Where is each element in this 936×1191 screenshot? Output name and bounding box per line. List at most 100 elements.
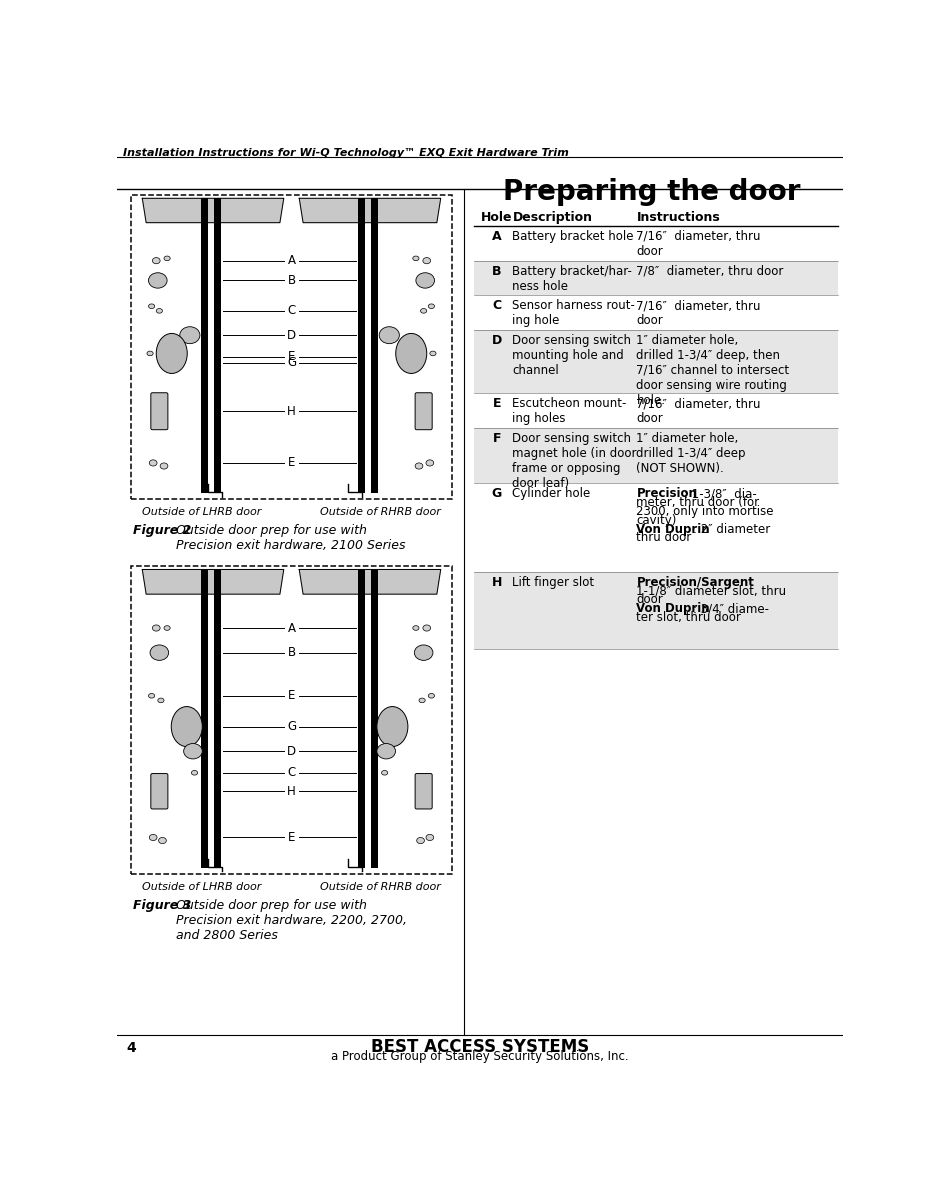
- Text: E: E: [287, 456, 295, 469]
- Polygon shape: [299, 569, 440, 594]
- Text: 4: 4: [126, 1041, 136, 1055]
- Ellipse shape: [148, 693, 154, 698]
- Ellipse shape: [153, 257, 160, 263]
- Text: ter slot, thru door: ter slot, thru door: [636, 611, 740, 624]
- Text: 7/16″  diameter, thru
door: 7/16″ diameter, thru door: [636, 230, 760, 258]
- Text: 7/16″  diameter, thru
door: 7/16″ diameter, thru door: [636, 299, 760, 328]
- Ellipse shape: [430, 351, 435, 356]
- Text: Door sensing switch
mounting hole and
channel: Door sensing switch mounting hole and ch…: [512, 333, 631, 376]
- Bar: [358, 199, 365, 493]
- Text: :: :: [727, 575, 731, 588]
- Text: E: E: [287, 831, 295, 844]
- Text: C: C: [287, 305, 296, 317]
- Text: D: D: [491, 333, 502, 347]
- Ellipse shape: [422, 257, 431, 263]
- Text: Sensor harness rout-
ing hole: Sensor harness rout- ing hole: [512, 299, 635, 328]
- Text: Battery bracket/har-
ness hole: Battery bracket/har- ness hole: [512, 264, 632, 293]
- Text: D: D: [286, 329, 296, 342]
- Text: 1-1/8″ diameter slot, thru: 1-1/8″ diameter slot, thru: [636, 585, 785, 598]
- Text: H: H: [286, 405, 296, 418]
- Ellipse shape: [157, 698, 164, 703]
- Text: A: A: [287, 622, 295, 635]
- Text: Outside of LHRB door: Outside of LHRB door: [142, 883, 261, 892]
- Text: Escutcheon mount-
ing holes: Escutcheon mount- ing holes: [512, 397, 626, 425]
- Ellipse shape: [180, 326, 199, 344]
- Text: thru door: thru door: [636, 531, 691, 544]
- Text: A: A: [287, 254, 295, 267]
- Text: Cylinder hole: Cylinder hole: [512, 487, 590, 500]
- Text: A: A: [491, 230, 501, 243]
- Ellipse shape: [160, 463, 168, 469]
- FancyBboxPatch shape: [415, 773, 431, 809]
- Text: H: H: [491, 575, 502, 588]
- Text: a Product Group of Stanley Security Solutions, Inc.: a Product Group of Stanley Security Solu…: [331, 1050, 628, 1064]
- Text: meter, thru door (for: meter, thru door (for: [636, 495, 759, 509]
- Text: B: B: [287, 647, 295, 659]
- Text: Outside of LHRB door: Outside of LHRB door: [142, 507, 261, 517]
- Ellipse shape: [164, 256, 170, 261]
- Ellipse shape: [148, 273, 167, 288]
- Bar: [473, 428, 837, 484]
- Ellipse shape: [381, 771, 388, 775]
- Text: C: C: [491, 299, 501, 312]
- Bar: [131, 567, 451, 874]
- FancyBboxPatch shape: [151, 393, 168, 430]
- Text: G: G: [491, 487, 502, 500]
- Text: Outside of RHRB door: Outside of RHRB door: [319, 883, 440, 892]
- Ellipse shape: [156, 333, 187, 374]
- Text: Figure 3: Figure 3: [133, 899, 191, 912]
- FancyBboxPatch shape: [415, 393, 431, 430]
- Text: D: D: [286, 744, 296, 757]
- Bar: [213, 199, 221, 493]
- Ellipse shape: [183, 743, 202, 759]
- Text: 7/16″  diameter, thru
door: 7/16″ diameter, thru door: [636, 397, 760, 425]
- Ellipse shape: [191, 771, 197, 775]
- FancyBboxPatch shape: [151, 773, 168, 809]
- Ellipse shape: [379, 326, 399, 344]
- Ellipse shape: [149, 835, 157, 841]
- Ellipse shape: [148, 304, 154, 308]
- Text: : 1-3/8″  dia-: : 1-3/8″ dia-: [683, 487, 755, 500]
- Polygon shape: [299, 199, 440, 223]
- Bar: [473, 572, 837, 649]
- Ellipse shape: [422, 625, 431, 631]
- Text: B: B: [287, 274, 295, 287]
- Text: : 3/4″ diame-: : 3/4″ diame-: [693, 603, 768, 616]
- Text: door: door: [636, 593, 663, 606]
- Ellipse shape: [418, 698, 425, 703]
- Ellipse shape: [416, 273, 434, 288]
- Text: Instructions: Instructions: [636, 211, 720, 224]
- Text: Figure 2: Figure 2: [133, 524, 191, 537]
- Bar: [358, 569, 365, 868]
- Bar: [473, 261, 837, 295]
- Ellipse shape: [376, 706, 407, 747]
- Ellipse shape: [149, 460, 157, 466]
- Text: 1″ diameter hole,
drilled 1-3/4″ deep
(NOT SHOWN).: 1″ diameter hole, drilled 1-3/4″ deep (N…: [636, 431, 745, 475]
- Ellipse shape: [415, 463, 422, 469]
- Ellipse shape: [426, 835, 433, 841]
- Ellipse shape: [417, 837, 424, 843]
- Bar: [131, 195, 451, 499]
- Ellipse shape: [428, 304, 434, 308]
- Text: E: E: [287, 690, 295, 703]
- Text: Precision: Precision: [636, 487, 696, 500]
- Text: 7/8″  diameter, thru door: 7/8″ diameter, thru door: [636, 264, 782, 278]
- Ellipse shape: [413, 625, 418, 630]
- Bar: [371, 569, 378, 868]
- Bar: [200, 569, 208, 868]
- Polygon shape: [142, 569, 284, 594]
- Ellipse shape: [158, 837, 167, 843]
- Text: 2300, only into mortise: 2300, only into mortise: [636, 505, 773, 518]
- Text: B: B: [491, 264, 501, 278]
- Ellipse shape: [428, 693, 434, 698]
- Text: Von Duprin: Von Duprin: [636, 603, 709, 616]
- Text: Outside door prep for use with
Precision exit hardware, 2200, 2700,
and 2800 Ser: Outside door prep for use with Precision…: [176, 899, 406, 942]
- Bar: [371, 199, 378, 493]
- Text: Outside door prep for use with
Precision exit hardware, 2100 Series: Outside door prep for use with Precision…: [176, 524, 405, 553]
- Ellipse shape: [150, 646, 168, 660]
- Polygon shape: [142, 199, 284, 223]
- Text: G: G: [286, 721, 296, 734]
- Text: Door sensing switch
magnet hole (in door
frame or opposing
door leaf): Door sensing switch magnet hole (in door…: [512, 431, 636, 490]
- Bar: [213, 569, 221, 868]
- Text: E: E: [492, 397, 501, 410]
